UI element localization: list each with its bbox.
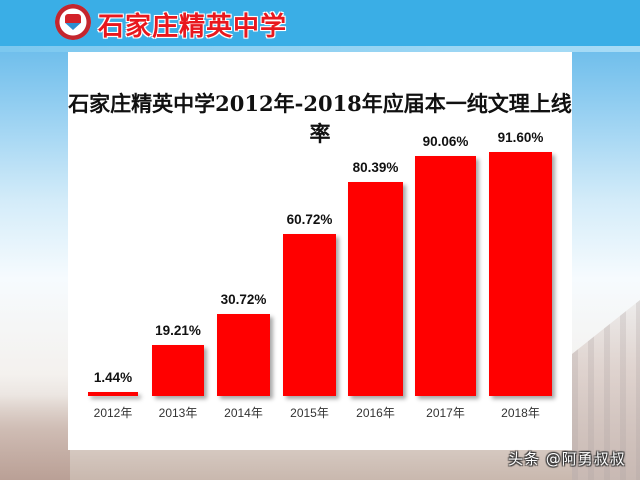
- header-strip: [0, 46, 640, 52]
- x-axis-label: 2012年: [93, 406, 133, 420]
- background-building-left: [0, 395, 70, 480]
- header-bar: [0, 0, 640, 46]
- bar-value-label: 1.44%: [93, 370, 133, 386]
- bar-value-label: 91.60%: [497, 130, 544, 146]
- bar-value-label: 19.21%: [155, 322, 201, 338]
- bar-2: [217, 314, 270, 396]
- bar-6: [489, 152, 552, 396]
- chart-panel: 石家庄精英中学2012年-2018年应届本一纯文理上线率 1.44% 2012年 1…: [68, 52, 572, 450]
- school-name: 石家庄精英中学: [98, 12, 288, 42]
- x-axis-label: 2016年: [356, 406, 395, 420]
- bar-3: [283, 234, 336, 396]
- bar-5: [415, 156, 476, 396]
- bar-1: [152, 344, 204, 396]
- chart-title: 石家庄精英中学2012年-2018年应届本一纯文理上线率: [68, 91, 572, 146]
- bar-value-label: 90.06%: [422, 134, 469, 150]
- x-axis-label: 2013年: [158, 406, 198, 420]
- bar-0: [88, 392, 138, 396]
- emblem-shield: [65, 14, 81, 30]
- bar-4: [348, 182, 403, 396]
- x-axis-label: 2015年: [290, 406, 329, 420]
- x-axis-label: 2017年: [426, 406, 465, 420]
- x-axis-label: 2014年: [224, 406, 263, 420]
- watermark: 头条 @阿勇叔叔: [508, 450, 626, 468]
- bar-plot: 1.44% 2012年 19.21% 2013年 30.72% 2014年 60.72% 20…: [68, 52, 572, 450]
- bar-value-label: 60.72%: [286, 212, 333, 228]
- x-axis-label: 2018年: [501, 406, 540, 420]
- school-emblem-icon: [55, 4, 91, 40]
- bar-value-label: 80.39%: [352, 160, 399, 176]
- bar-value-label: 30.72%: [220, 292, 267, 308]
